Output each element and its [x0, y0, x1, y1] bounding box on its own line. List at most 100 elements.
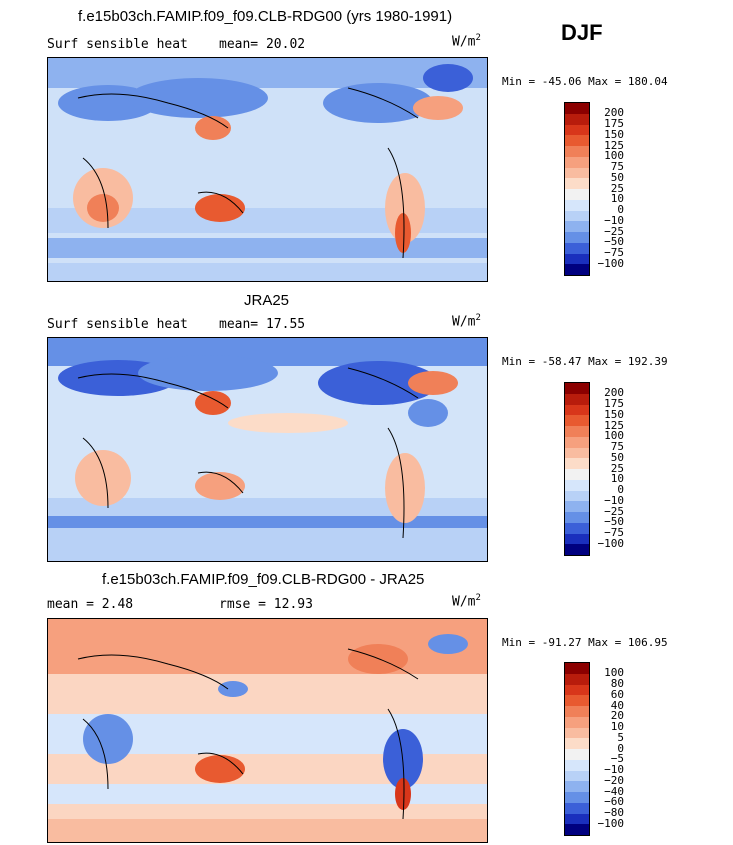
colorbar-tick-label: 10 [610, 472, 624, 486]
colorbar-tick-label: 200 [604, 386, 624, 400]
colorbar-swatch [565, 242, 589, 254]
colorbar-tick-label: −10 [604, 493, 624, 507]
colorbar-swatch [565, 264, 589, 275]
colorbar-swatch [565, 232, 589, 243]
colorbar-swatch [565, 178, 589, 189]
colorbar-swatch [565, 103, 589, 114]
colorbar-tick-label: 25 [610, 461, 624, 475]
colorbar-tick-label: −75 [604, 246, 624, 259]
colorbar-tick-label: 0 [617, 741, 624, 755]
colorbar-swatch [565, 716, 589, 728]
colorbar-tick-label: 100 [604, 666, 624, 680]
panel-1-title: f.e15b03ch.FAMIP.f09_f09.CLB-RDG00 (yrs … [78, 8, 453, 25]
panel-1-units: W/m2 [452, 33, 481, 50]
colorbar-tick-label: 80 [610, 677, 624, 690]
colorbar-tick-label: −5 [610, 752, 624, 766]
colorbar-swatch [565, 706, 589, 717]
colorbar-tick-label: 5 [617, 730, 624, 744]
colorbar-swatch [565, 404, 589, 416]
panel-3-colorbar [564, 662, 590, 836]
colorbar-tick-label: −10 [604, 763, 624, 776]
panel-1-colorbar [564, 102, 590, 276]
colorbar-swatch [565, 124, 589, 136]
colorbar-swatch [565, 490, 589, 502]
colorbar-swatch [565, 533, 589, 545]
colorbar-tick-label: −50 [604, 235, 624, 249]
colorbar-tick-label: −100 [597, 256, 625, 270]
colorbar-swatch [565, 770, 589, 782]
colorbar-tick-label: 75 [610, 160, 624, 173]
colorbar-swatch [565, 447, 589, 459]
colorbar-swatch [565, 781, 589, 792]
colorbar-tick-label: 0 [617, 203, 624, 216]
panel-2-colorbar [564, 382, 590, 556]
colorbar-tick-label: 175 [604, 397, 624, 410]
colorbar-tick-label: −75 [604, 526, 624, 539]
colorbar-swatch [565, 663, 589, 674]
panel-2-map-svg [48, 338, 487, 561]
colorbar-tick-label: 125 [604, 138, 624, 152]
panel-3-mean-label: mean = 2.48 [47, 597, 134, 612]
colorbar-swatch [565, 199, 589, 211]
colorbar-tick-label: 40 [610, 698, 624, 712]
colorbar-tick-label: 10 [610, 720, 624, 733]
colorbar-tick-label: 175 [604, 117, 624, 130]
panel-1-variable-label: Surf sensible heat [47, 37, 188, 52]
colorbar-tick-label: 50 [610, 170, 624, 184]
colorbar-tick-label: 10 [610, 192, 624, 206]
colorbar-swatch [565, 727, 589, 739]
colorbar-swatch [565, 113, 589, 125]
colorbar-swatch [565, 156, 589, 168]
colorbar-tick-label: 20 [610, 709, 624, 723]
colorbar-tick-label: −50 [604, 515, 624, 529]
colorbar-swatch [565, 383, 589, 394]
colorbar-tick-label: 125 [604, 418, 624, 432]
colorbar-swatch [565, 479, 589, 491]
panel-3-rmse-label: rmse = 12.93 [219, 597, 313, 612]
panel-3-colorbar-labels: 100 80 60 40 20 10 5 0 −5 −10 −20 −40 −60 −80 −100 [594, 662, 625, 834]
colorbar-tick-label: −20 [604, 773, 624, 787]
colorbar-swatch [565, 221, 589, 232]
colorbar-swatch [565, 469, 589, 480]
colorbar-tick-label: −25 [604, 224, 624, 238]
colorbar-tick-label: −60 [604, 795, 624, 809]
colorbar-swatch [565, 802, 589, 814]
colorbar-tick-label: 100 [604, 429, 624, 443]
colorbar-swatch [565, 146, 589, 157]
panel-2-mean-label: mean= 17.55 [219, 317, 306, 332]
colorbar-swatch [565, 522, 589, 534]
panel-1-mean-label: mean= 20.02 [219, 37, 306, 52]
colorbar-swatch [565, 759, 589, 771]
colorbar-swatch [565, 813, 589, 825]
colorbar-swatch [565, 415, 589, 426]
colorbar-swatch [565, 544, 589, 555]
colorbar-swatch [565, 738, 589, 749]
colorbar-swatch [565, 393, 589, 405]
colorbar-tick-label: 150 [604, 127, 624, 141]
panel-3-title: f.e15b03ch.FAMIP.f09_f09.CLB-RDG00 - JRA… [102, 571, 425, 588]
colorbar-swatch [565, 695, 589, 706]
colorbar-swatch [565, 501, 589, 512]
panel-2-variable-label: Surf sensible heat [47, 317, 188, 332]
colorbar-tick-label: −80 [604, 806, 624, 819]
panel-1-minmax: Min = -45.06 Max = 180.04 [502, 75, 668, 88]
season-label: DJF [561, 20, 603, 45]
colorbar-tick-label: −100 [597, 816, 625, 830]
colorbar-tick-label: 50 [610, 450, 624, 464]
colorbar-tick-label: 200 [604, 106, 624, 120]
panel-3-minmax: Min = -91.27 Max = 106.95 [502, 636, 668, 649]
colorbar-swatch [565, 792, 589, 803]
panel-2-map [47, 337, 488, 562]
colorbar-tick-label: 100 [604, 149, 624, 163]
colorbar-swatch [565, 253, 589, 265]
colorbar-tick-label: 25 [610, 181, 624, 195]
colorbar-tick-label: −10 [604, 213, 624, 227]
colorbar-swatch [565, 167, 589, 179]
panel-1-colorbar-labels: 200 175 150 125 100 75 50 25 10 0 −10 −25 −50 −75 −100 [594, 102, 625, 274]
colorbar-swatch [565, 426, 589, 437]
colorbar-swatch [565, 458, 589, 469]
colorbar-tick-label: 0 [617, 483, 624, 496]
panel-3-units: W/m2 [452, 593, 481, 610]
colorbar-tick-label: 75 [610, 440, 624, 453]
colorbar-swatch [565, 749, 589, 760]
